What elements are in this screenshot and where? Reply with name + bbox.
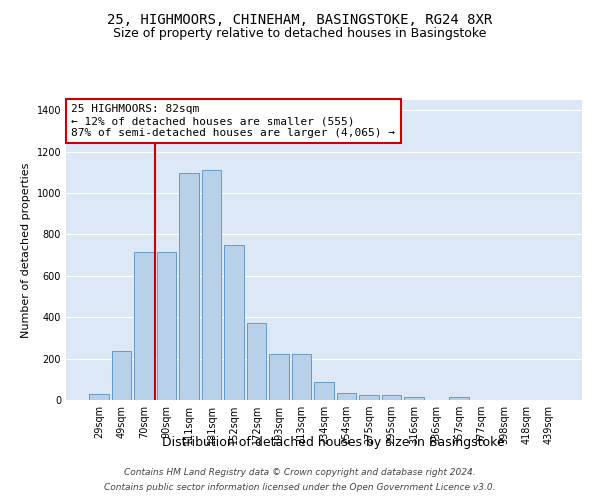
Bar [89, 394, 109, 400]
Bar [404, 397, 424, 400]
Bar [179, 174, 199, 400]
Bar [337, 394, 356, 400]
Text: Size of property relative to detached houses in Basingstoke: Size of property relative to detached ho… [113, 28, 487, 40]
Bar [314, 382, 334, 400]
Bar [134, 252, 154, 400]
Text: Contains public sector information licensed under the Open Government Licence v3: Contains public sector information licen… [104, 483, 496, 492]
Bar [449, 397, 469, 400]
Text: 25, HIGHMOORS, CHINEHAM, BASINGSTOKE, RG24 8XR: 25, HIGHMOORS, CHINEHAM, BASINGSTOKE, RG… [107, 12, 493, 26]
Bar [247, 324, 266, 400]
Bar [382, 396, 401, 400]
Bar [157, 252, 176, 400]
Bar [269, 354, 289, 400]
Text: Distribution of detached houses by size in Basingstoke: Distribution of detached houses by size … [161, 436, 505, 449]
Text: 25 HIGHMOORS: 82sqm
← 12% of detached houses are smaller (555)
87% of semi-detac: 25 HIGHMOORS: 82sqm ← 12% of detached ho… [71, 104, 395, 138]
Bar [112, 352, 131, 400]
Bar [359, 396, 379, 400]
Bar [224, 245, 244, 400]
Bar [202, 170, 221, 400]
Y-axis label: Number of detached properties: Number of detached properties [21, 162, 31, 338]
Text: Contains HM Land Registry data © Crown copyright and database right 2024.: Contains HM Land Registry data © Crown c… [124, 468, 476, 477]
Bar [292, 354, 311, 400]
